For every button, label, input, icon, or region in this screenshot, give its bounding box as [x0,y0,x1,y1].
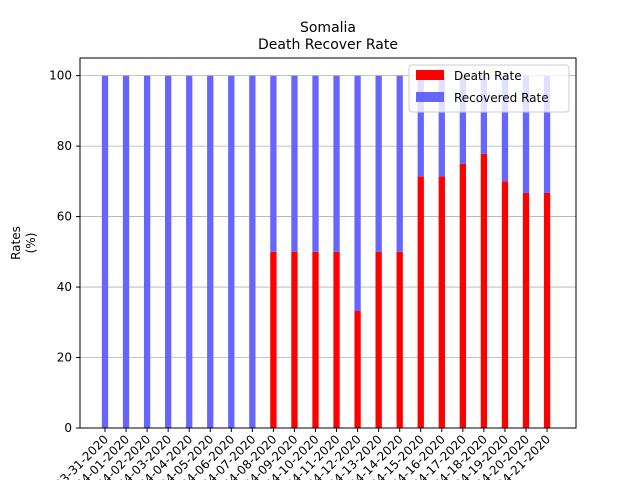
bar-recovered-rate [270,75,277,252]
bar-death-rate [417,176,424,428]
grid-lines [80,75,576,429]
bar-death-rate [459,163,466,428]
bar-recovered-rate [249,75,256,428]
bar-recovered-rate [375,75,382,252]
bar-death-rate [312,251,319,428]
bar-recovered-rate [438,75,445,177]
bar-death-rate [522,192,530,428]
bar-death-rate [501,181,509,428]
bar-recovered-rate [122,75,130,428]
bar-death-rate [396,251,403,428]
bar-death-rate [270,251,277,428]
bar-recovered-rate [396,75,403,252]
bar-death-rate [354,310,361,428]
bars [101,75,551,428]
y-axis: 0 20 40 60 80 100 [49,69,80,435]
bar-recovered-rate [354,75,361,311]
bar-recovered-rate [501,75,509,182]
y-axis-label: Rates [9,226,23,260]
y-tick-label: 0 [64,421,72,435]
bar-death-rate [291,251,298,428]
bar-recovered-rate [333,75,340,252]
bar-recovered-rate [291,75,298,252]
bar-recovered-rate [459,75,466,164]
bar-death-rate [438,176,445,428]
bar-death-rate [480,153,488,428]
bar-recovered-rate [228,75,235,428]
chart-subtitle: Death Recover Rate [258,37,398,53]
legend: Death Rate Recovered Rate [408,64,570,113]
bar-death-rate [333,251,340,428]
y-tick-label: 80 [57,139,72,153]
legend-label-recovered-rate: Recovered Rate [454,91,549,105]
legend-label-death-rate: Death Rate [454,69,522,83]
y-tick-label: 60 [57,210,72,224]
y-tick-label: 20 [57,351,72,365]
plot-frame [79,57,577,429]
bar-recovered-rate [207,75,214,428]
legend-frame [408,64,570,113]
legend-swatch-recovered-rate [416,92,444,102]
legend-swatch-death-rate [416,70,444,80]
bar-recovered-rate [543,75,551,193]
x-axis: 03-31-202004-01-202004-02-202004-03-2020… [52,428,553,480]
y-tick-label: 100 [49,69,72,83]
bar-death-rate [543,192,551,428]
bar-recovered-rate [480,75,488,154]
bar-recovered-rate [186,75,193,428]
chart-title: Somalia [300,20,356,36]
bar-death-rate [375,251,382,428]
bar-recovered-rate [165,75,172,428]
bar-recovered-rate [312,75,319,252]
bar-recovered-rate [101,75,109,428]
bar-recovered-rate [143,75,151,428]
y-axis-unit: (%) [24,233,38,254]
bar-recovered-rate [417,75,424,177]
y-tick-label: 40 [57,280,72,294]
bar-recovered-rate [522,75,530,193]
